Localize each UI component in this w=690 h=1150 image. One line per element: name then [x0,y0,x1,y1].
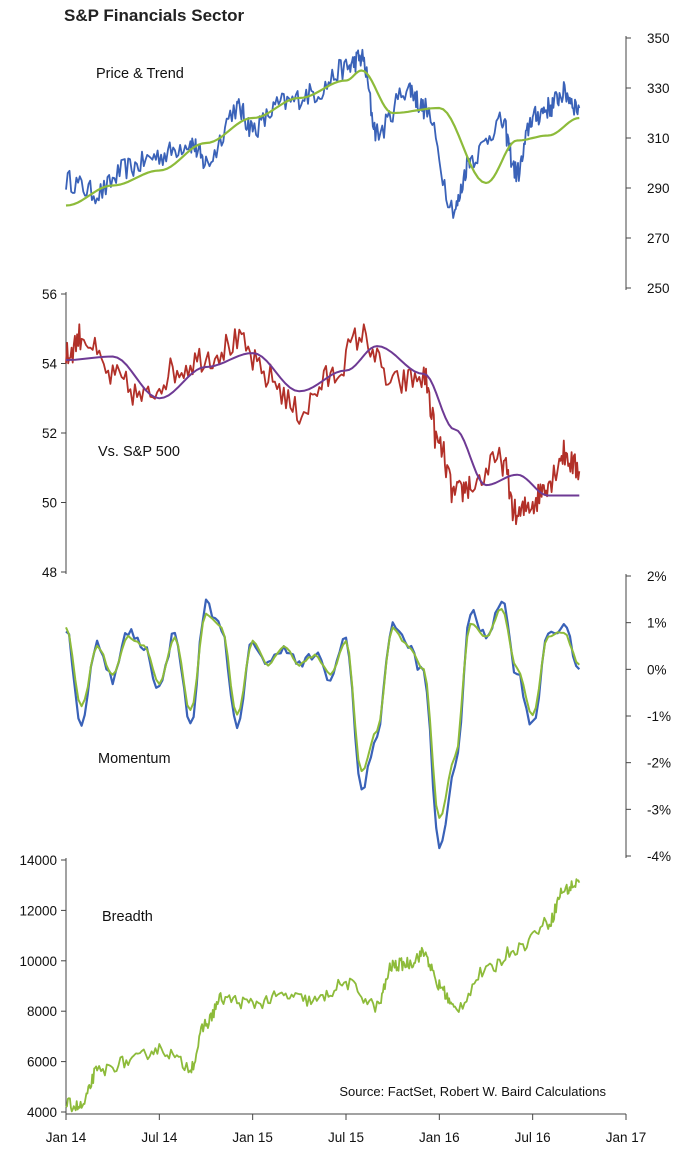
y-tick-label: -2% [647,756,671,771]
y-tick-label: 2% [647,569,667,584]
y-tick-label: 0% [647,662,667,677]
y-tick-label: 1% [647,616,667,631]
chart-frame [61,36,631,1120]
y-tick-label: 8000 [27,1004,57,1019]
x-tick-label: Jan 15 [232,1130,273,1145]
series-line-trend [65,69,580,207]
x-tick-label: Jan 14 [46,1130,87,1145]
y-tick-label: 290 [647,181,670,196]
y-tick-label: 270 [647,231,670,246]
x-tick-label: Jul 15 [328,1130,364,1145]
y-tick-label: 54 [42,357,58,372]
y-tick-label: 12000 [19,903,57,918]
y-tick-label: -1% [647,709,671,724]
chart-title: S&P Financials Sector [64,6,245,25]
y-tick-label: 310 [647,131,670,146]
series-layer [65,48,581,1113]
y-tick-label: 56 [42,287,57,302]
panel-label: Breadth [102,909,153,925]
y-tick-label: 10000 [19,954,57,969]
panel-label: Momentum [98,751,171,767]
x-tick-label: Jul 16 [515,1130,551,1145]
y-tick-label: 250 [647,281,670,296]
x-tick-label: Jan 16 [419,1130,460,1145]
y-tick-label: 330 [647,81,670,96]
source-note: Source: FactSet, Robert W. Baird Calcula… [339,1084,606,1099]
y-tick-label: 14000 [19,853,57,868]
y-tick-label: 48 [42,565,57,580]
y-tick-label: 6000 [27,1055,57,1070]
y-tick-label: -3% [647,802,671,817]
label-layer: 350 330 310 290 270 250 Price & Trend 56 54 52 50 4… [19,31,671,1145]
y-tick-label: 50 [42,496,57,511]
y-tick-label: 52 [42,426,57,441]
series-line-momentum-fast [65,598,581,850]
y-tick-label: -4% [647,849,671,864]
panel-label: Vs. S&P 500 [98,444,180,460]
x-tick-label: Jan 17 [606,1130,647,1145]
y-tick-label: 4000 [27,1105,57,1120]
x-tick-label: Jul 14 [141,1130,178,1145]
series-line-momentum-slow [65,608,580,819]
series-line-price [65,48,581,219]
series-line-relative [65,323,581,526]
series-line-breadth [65,878,581,1113]
panel-label: Price & Trend [96,66,184,82]
y-tick-label: 350 [647,31,670,46]
series-line-average [65,345,580,497]
